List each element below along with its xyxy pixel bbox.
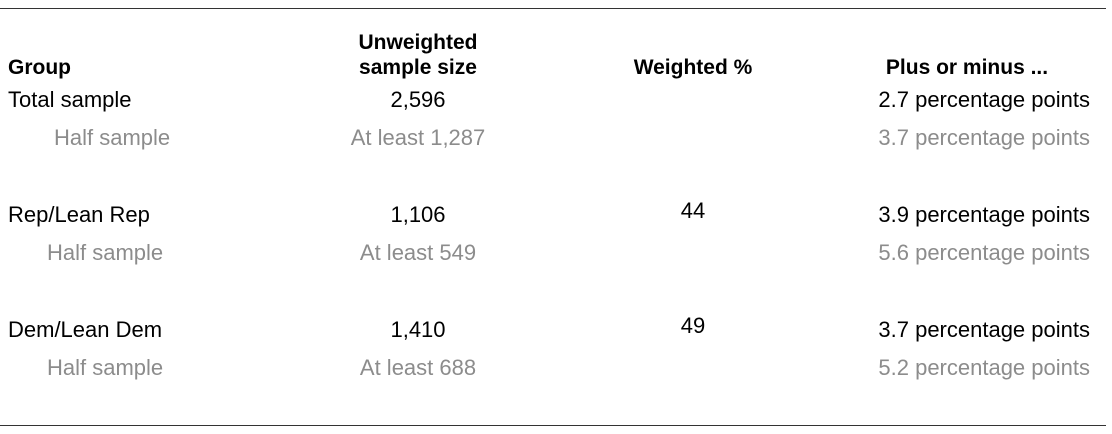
plus-minus: 3.7 percentage points bbox=[878, 317, 1090, 342]
unweighted-n: 1,410 bbox=[390, 317, 446, 342]
header-weighted: Weighted % bbox=[633, 56, 753, 79]
half-unweighted-n: At least 1,287 bbox=[350, 125, 486, 150]
unweighted-n: 2,596 bbox=[390, 87, 446, 112]
plus-minus: 2.7 percentage points bbox=[878, 87, 1090, 112]
header-group: Group bbox=[8, 56, 71, 79]
half-plus-minus: 3.7 percentage points bbox=[878, 125, 1090, 150]
group-label: Total sample bbox=[8, 87, 132, 112]
half-label: Half sample bbox=[47, 240, 164, 265]
weighted-pct: 49 bbox=[680, 313, 706, 338]
top-rule bbox=[0, 8, 1106, 9]
unweighted-n: 1,106 bbox=[390, 202, 446, 227]
header-unweighted: Unweighted bbox=[358, 31, 478, 54]
half-unweighted-n: At least 549 bbox=[359, 240, 477, 265]
header-plus-minus: Plus or minus ... bbox=[885, 56, 1049, 79]
half-plus-minus: 5.2 percentage points bbox=[878, 355, 1090, 380]
weighted-pct: 44 bbox=[680, 198, 706, 223]
half-plus-minus: 5.6 percentage points bbox=[878, 240, 1090, 265]
group-label: Dem/Lean Dem bbox=[8, 317, 163, 342]
half-unweighted-n: At least 688 bbox=[359, 355, 477, 380]
header-unweighted: sample size bbox=[359, 56, 477, 79]
bottom-rule bbox=[0, 425, 1106, 426]
half-label: Half sample bbox=[47, 355, 164, 380]
plus-minus: 3.9 percentage points bbox=[878, 202, 1090, 227]
half-label: Half sample bbox=[54, 125, 171, 150]
group-label: Rep/Lean Rep bbox=[8, 202, 150, 227]
